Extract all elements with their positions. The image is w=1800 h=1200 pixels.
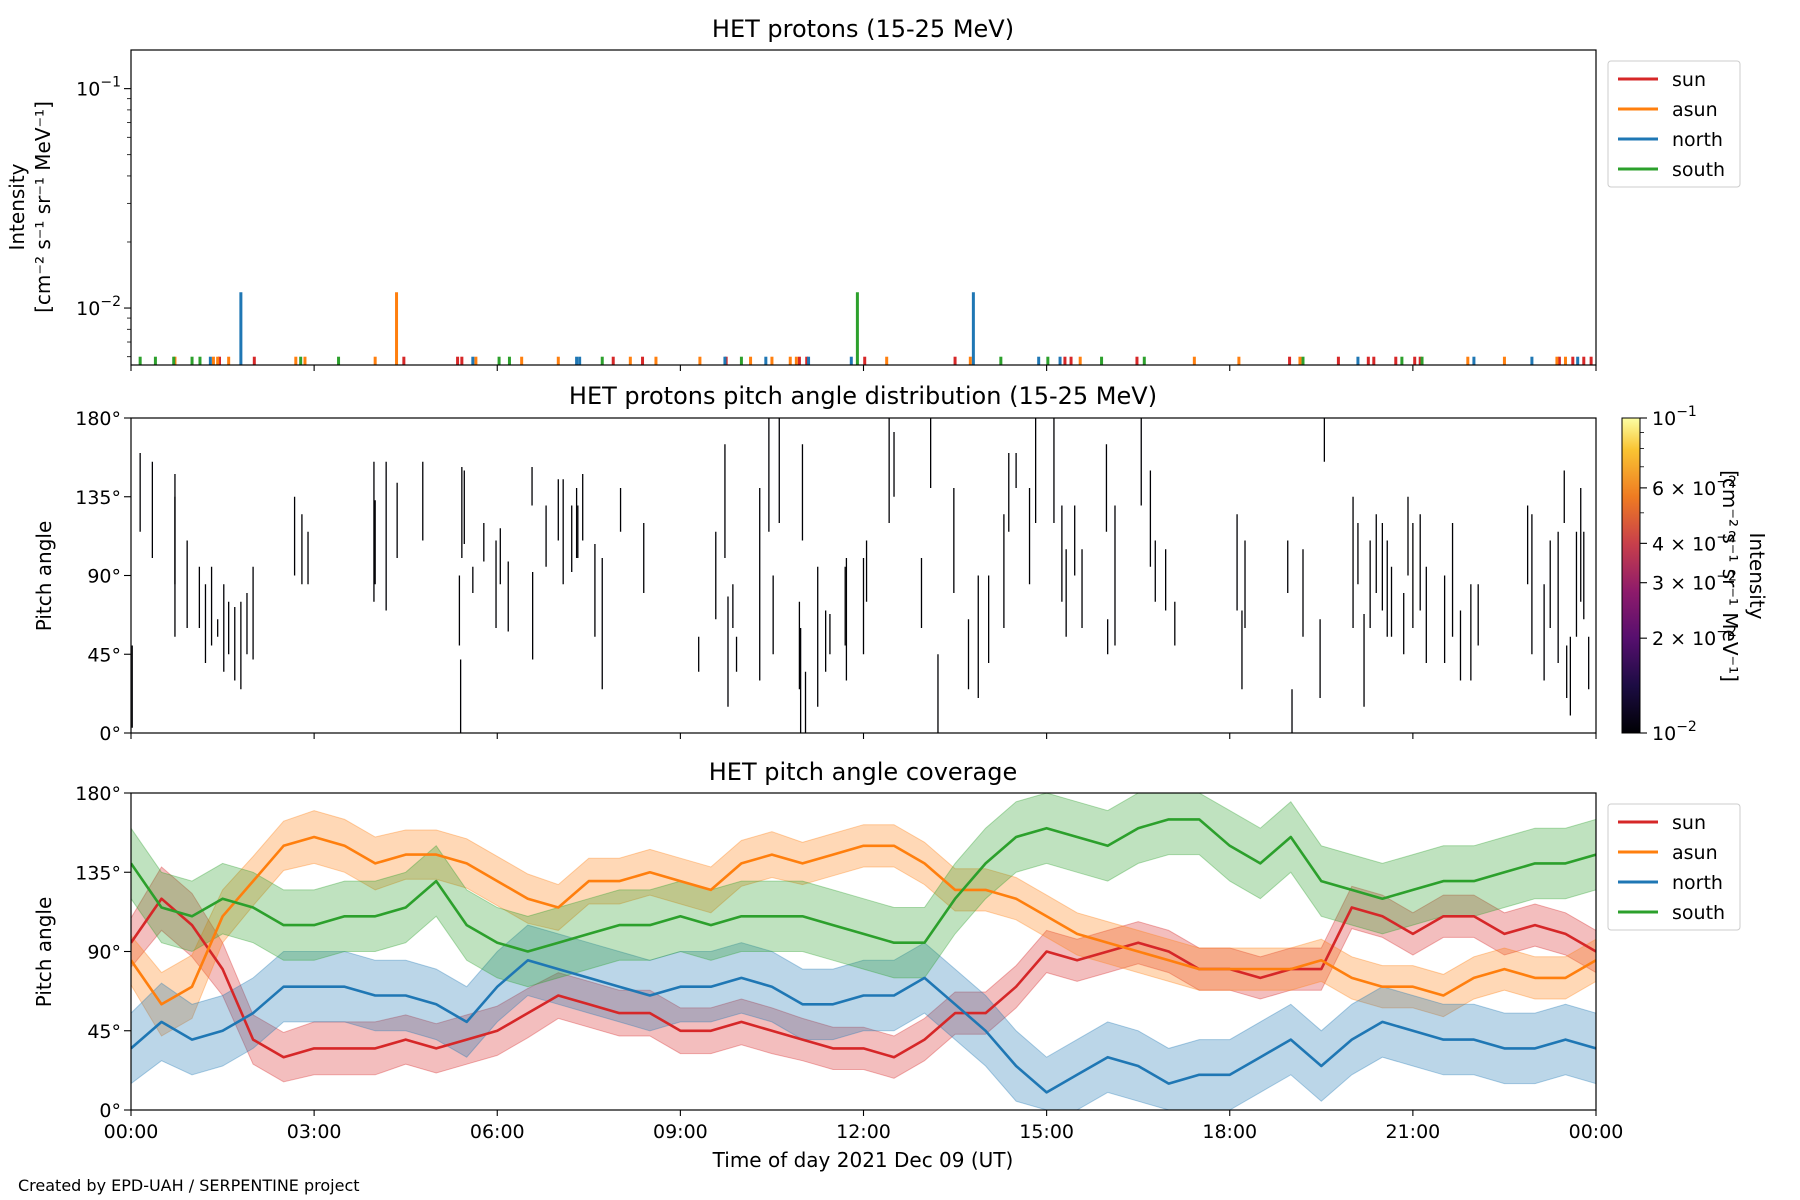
panel2-yticks: 0° 45° 90° 135° 180°	[75, 408, 131, 745]
line-south	[131, 818, 1596, 953]
panel3-yticks: 0° 45° 90° 135° 180°	[75, 783, 131, 1122]
colorbar-label-group: Intensity [cm⁻² s⁻¹ sr⁻¹ MeV⁻¹]	[1718, 470, 1769, 682]
legend-label-sun: sun	[1672, 69, 1706, 91]
y-tick-label: 135°	[75, 487, 121, 509]
y-tick-label: 90°	[87, 566, 121, 588]
y-tick-label: 90°	[87, 942, 121, 964]
panel2-ylabel: Pitch angle	[32, 521, 56, 632]
legend-label-north: north	[1672, 129, 1723, 151]
panel1-legend: sun asun north south	[1607, 60, 1741, 188]
y-tick-label: 10−2	[76, 294, 121, 320]
panel3-xticks: 00:00 03:00 06:00 09:00 12:00 15:00 18:00 21:00…	[104, 1110, 1624, 1143]
panel3-legend: sun asun north south	[1607, 803, 1741, 931]
legend1-box	[1607, 60, 1741, 188]
panel2-marks	[131, 418, 1590, 733]
line-asun	[131, 835, 1596, 1006]
band-south	[131, 793, 1596, 988]
y-tick-label: 10−1	[76, 75, 121, 101]
colorbar-label: Intensity	[1745, 532, 1769, 619]
x-tick-label: 21:00	[1385, 1121, 1440, 1143]
panel1-ylabel: Intensity	[5, 163, 29, 250]
y-tick-label: 0°	[99, 723, 121, 745]
colorbar-tick-label: 6 × 10−2	[1652, 474, 1737, 500]
y-tick-label: 180°	[75, 408, 121, 430]
x-tick-label: 12:00	[836, 1121, 891, 1143]
panel1-ylabel-group: Intensity [cm⁻² s⁻¹ sr⁻¹ MeV⁻¹]	[5, 101, 55, 313]
x-tick-label: 00:00	[104, 1121, 159, 1143]
panel2-xticks	[130, 733, 1597, 739]
legend-label-asun: asun	[1672, 842, 1718, 864]
colorbar-unit: [cm⁻² s⁻¹ sr⁻¹ MeV⁻¹]	[1718, 470, 1742, 682]
panel1-title: HET protons (15-25 MeV)	[712, 15, 1014, 43]
colorbar-tick-label: 10−2	[1652, 719, 1697, 745]
legend-label-asun: asun	[1672, 99, 1718, 121]
colorbar-tick-label: 4 × 10−2	[1652, 529, 1737, 555]
panel3-xlabel: Time of day 2021 Dec 09 (UT)	[712, 1148, 1014, 1172]
band-asun	[131, 810, 1596, 1037]
y-tick-label: 45°	[87, 644, 121, 666]
x-tick-label: 03:00	[287, 1121, 342, 1143]
panel2-frame	[130, 417, 1597, 734]
panel3-bands	[131, 793, 1596, 1110]
y-tick-label: 45°	[87, 1021, 121, 1043]
panel-pitch-distribution: HET protons pitch angle distribution (15…	[32, 382, 1769, 745]
panel1-yticks: 10−2 10−1	[76, 75, 131, 358]
legend-label-sun: sun	[1672, 812, 1706, 834]
x-tick-label: 15:00	[1019, 1121, 1074, 1143]
band-north	[131, 924, 1596, 1110]
colorbar-gradient	[1621, 417, 1641, 734]
panel-intensity: HET protons (15-25 MeV) Intensity [cm⁻² …	[5, 15, 1741, 371]
panel1-frame	[130, 49, 1597, 366]
colorbar-tick-label: 3 × 10−2	[1652, 569, 1737, 595]
legend-label-north: north	[1672, 872, 1723, 894]
panel1-xticks	[130, 365, 1597, 371]
y-tick-label: 180°	[75, 783, 121, 805]
y-tick-label: 0°	[99, 1100, 121, 1122]
line-sun	[131, 897, 1596, 1059]
panel3-title: HET pitch angle coverage	[709, 758, 1017, 786]
panel1-yunit: [cm⁻² s⁻¹ sr⁻¹ MeV⁻¹]	[31, 101, 55, 313]
y-tick-label: 135°	[75, 862, 121, 884]
x-tick-label: 06:00	[470, 1121, 525, 1143]
colorbar-ticks: 10−2 2 × 10−2 3 × 10−2 4 × 10−2 6 × 10−2 10−1	[1640, 404, 1737, 745]
x-tick-label: 18:00	[1202, 1121, 1257, 1143]
panel3-frame	[130, 792, 1597, 1111]
legend-label-south: south	[1672, 159, 1725, 181]
panel1-marks	[138, 292, 1593, 365]
panel-pitch-coverage: HET pitch angle coverage Pitch angle 0° 4…	[32, 758, 1741, 1172]
colorbar-tick-label: 2 × 10−2	[1652, 624, 1737, 650]
panel2-title: HET protons pitch angle distribution (15…	[569, 382, 1157, 410]
line-north	[131, 959, 1596, 1094]
x-tick-label: 09:00	[653, 1121, 708, 1143]
legend-label-south: south	[1672, 902, 1725, 924]
panel3-ylabel: Pitch angle	[32, 897, 56, 1008]
legend3-box	[1607, 803, 1741, 931]
colorbar-tick-label: 10−1	[1652, 404, 1697, 430]
x-tick-label: 00:00	[1569, 1121, 1624, 1143]
panel3-lines	[131, 818, 1596, 1094]
colorbar: 10−2 2 × 10−2 3 × 10−2 4 × 10−2 6 × 10−2 10−1…	[1621, 404, 1769, 745]
credit-text: Created by EPD-UAH / SERPENTINE project	[18, 1176, 360, 1195]
